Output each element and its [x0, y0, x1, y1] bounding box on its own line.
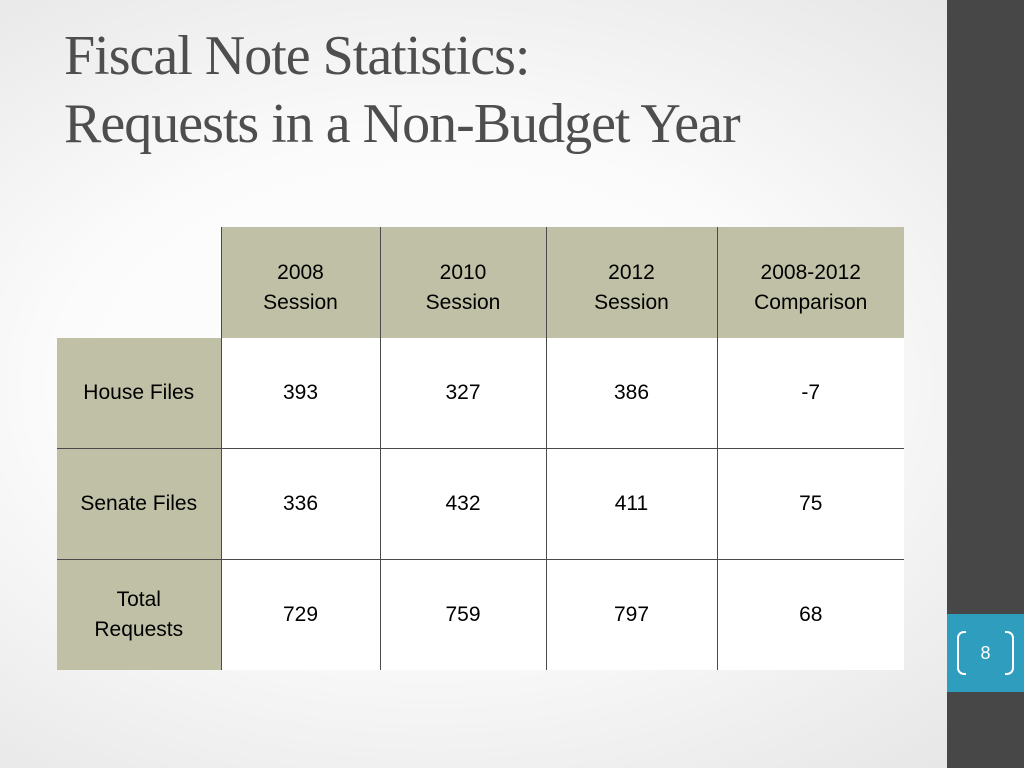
table-row-total-requests: Total Requests 729 759 797 68: [57, 559, 904, 670]
row-header-house-files: House Files: [57, 338, 221, 449]
column-header-line: 2008-2012: [760, 260, 861, 284]
table-row-senate-files: Senate Files 336 432 411 75: [57, 448, 904, 560]
column-header-2012-session: 2012 Session: [545, 227, 717, 338]
table-corner-cell: [57, 227, 221, 338]
column-header-line: Comparison: [754, 290, 868, 314]
table-cell: -7: [716, 338, 904, 449]
table-cell: 797: [545, 559, 717, 670]
column-header-line: 2012: [608, 260, 655, 284]
row-header-line: Requests: [94, 618, 184, 641]
table-cell: 411: [545, 448, 717, 560]
table-cell: 393: [220, 338, 380, 449]
column-header-line: Session: [263, 290, 338, 314]
row-header-line: House Files: [83, 381, 195, 404]
column-header-2008-session: 2008 Session: [220, 227, 380, 338]
row-header-line: Total: [116, 588, 161, 611]
column-header-line: 2008: [277, 260, 324, 284]
table-cell: 729: [220, 559, 380, 670]
column-header-comparison: 2008-2012 Comparison: [716, 227, 904, 338]
table-row-house-files: House Files 393 327 386 -7: [57, 338, 904, 449]
row-header-senate-files: Senate Files: [57, 448, 221, 560]
slide-title: Fiscal Note Statistics: Requests in a No…: [64, 22, 741, 158]
column-header-line: Session: [594, 290, 669, 314]
table-cell: 759: [379, 559, 546, 670]
table-cell: 336: [220, 448, 380, 560]
row-header-total-requests: Total Requests: [57, 559, 221, 670]
row-header-line: Senate Files: [80, 492, 198, 515]
table-cell: 75: [716, 448, 904, 560]
table-cell: 386: [545, 338, 717, 449]
page-number-badge: 8: [947, 614, 1024, 692]
column-header-line: 2010: [439, 260, 487, 284]
column-header-2010-session: 2010 Session: [379, 227, 546, 338]
table-cell: 68: [716, 559, 904, 670]
column-header-line: Session: [425, 290, 501, 314]
slide-title-line-1: Fiscal Note Statistics:: [64, 25, 530, 87]
table-header-row: 2008 Session 2010 Session 2012 Session 2…: [57, 227, 904, 338]
fiscal-note-statistics-table: 2008 Session 2010 Session 2012 Session 2…: [57, 227, 904, 670]
page-number: 8: [980, 643, 991, 663]
table-cell: 432: [379, 448, 546, 560]
left-bracket-icon: [957, 631, 966, 675]
table-cell: 327: [379, 338, 546, 449]
right-bracket-icon: [1005, 631, 1014, 675]
slide-title-line-2: Requests in a Non-Budget Year: [64, 93, 741, 155]
